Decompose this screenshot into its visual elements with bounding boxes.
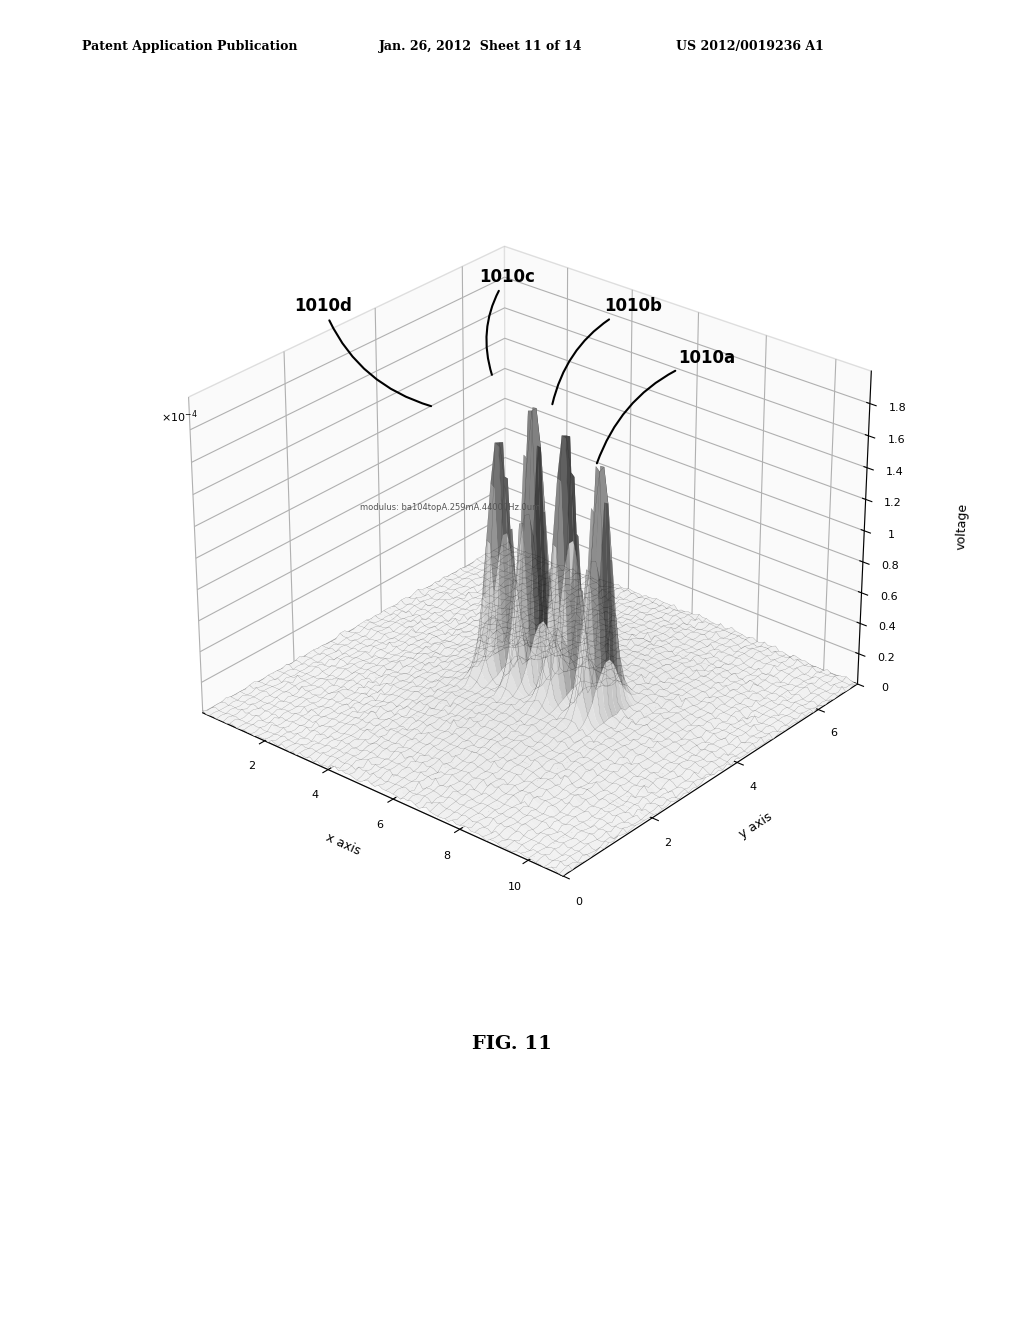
Text: $\times\mathregular{10}^{-4}$: $\times\mathregular{10}^{-4}$ [161,408,198,425]
Text: 1010d: 1010d [294,297,431,407]
X-axis label: x axis: x axis [324,832,362,858]
Text: Patent Application Publication: Patent Application Publication [82,40,297,53]
Text: US 2012/0019236 A1: US 2012/0019236 A1 [676,40,823,53]
Text: modulus: ba104topA.259mA.44000Hz.0um: modulus: ba104topA.259mA.44000Hz.0um [360,503,541,512]
Text: FIG. 11: FIG. 11 [472,1035,552,1053]
Text: Jan. 26, 2012  Sheet 11 of 14: Jan. 26, 2012 Sheet 11 of 14 [379,40,583,53]
Text: 1010c: 1010c [479,268,536,375]
Y-axis label: y axis: y axis [736,810,774,841]
Text: 1010a: 1010a [597,348,735,463]
Text: 1010b: 1010b [552,297,662,404]
